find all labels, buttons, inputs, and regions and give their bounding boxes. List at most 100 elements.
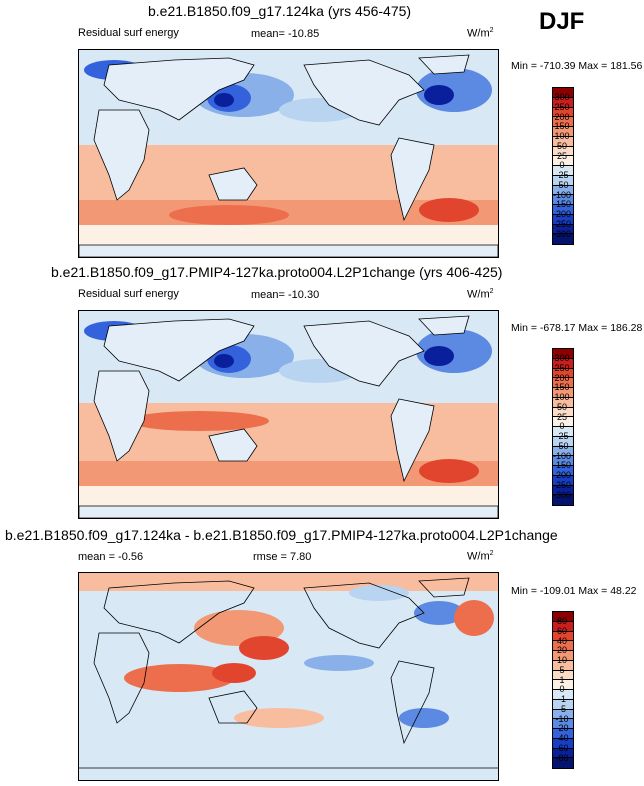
- north-america: [303, 59, 425, 126]
- south-america: [390, 137, 435, 222]
- australia: [208, 690, 258, 724]
- africa: [93, 370, 150, 462]
- panel-3-mean-label: mean = -0.56: [78, 551, 144, 563]
- panel-1-variable-label: Residual surf energy: [78, 27, 179, 39]
- panel-2-map-canvas: [79, 311, 498, 518]
- colorbar-label: -25: [555, 431, 569, 441]
- panel-3-min-max: Min = -109.01 Max = 48.22: [511, 585, 637, 597]
- colorbar-box: [553, 670, 573, 681]
- colorbar-label: -100: [552, 450, 571, 461]
- colorbar-label: 150: [554, 121, 570, 132]
- panel-1-min-max: Min = -710.39 Max = 181.56: [511, 60, 643, 72]
- colorbar-box: [553, 641, 573, 651]
- panel-3-map: [78, 572, 499, 781]
- colorbar-box: [553, 719, 573, 729]
- north-america-cool: [349, 585, 409, 601]
- colorbar-label: 1: [559, 674, 565, 685]
- colorbar-box: [553, 709, 573, 720]
- colorbar-label: 200: [554, 111, 570, 122]
- colorbar-label: -300: [552, 489, 571, 500]
- colorbar-box: [553, 136, 573, 147]
- antarctica: [79, 505, 498, 518]
- colorbar-box: [553, 97, 573, 108]
- indian-ocean-warm: [129, 411, 269, 431]
- colorbar-box: [553, 436, 573, 447]
- colorbar-box: [553, 495, 573, 505]
- colorbar-label: 300: [554, 92, 570, 102]
- colorbar-label: -60: [555, 742, 569, 753]
- africa: [93, 632, 150, 724]
- panel-2-variable-label: Residual surf energy: [78, 288, 179, 300]
- gulf-stream-core: [424, 346, 454, 366]
- colorbar-box: [553, 729, 573, 739]
- colorbar-box: [553, 214, 573, 225]
- north-atlantic-cool: [414, 601, 464, 625]
- colorbar-box: [553, 234, 573, 244]
- colorbar-box: [553, 612, 573, 622]
- colorbar-label: -80: [555, 752, 569, 763]
- south-atlantic-warm: [419, 198, 479, 222]
- panel-2-min-max: Min = -678.17 Max = 186.28: [511, 322, 643, 334]
- eurasia: [103, 318, 255, 382]
- colorbar-label: 60: [556, 625, 567, 636]
- greenland: [418, 577, 470, 598]
- colorbar-box: [553, 485, 573, 496]
- south-atlantic-cool: [399, 708, 449, 728]
- eurasia: [103, 57, 255, 121]
- panel-1-map-canvas: [79, 50, 498, 257]
- colorbar-label: -10: [555, 713, 569, 724]
- colorbar-label: -200: [552, 209, 571, 219]
- colorbar-label: -200: [552, 470, 571, 480]
- colorbar-label: 20: [556, 645, 567, 656]
- colorbar-label: 40: [556, 635, 567, 646]
- arctic-warm: [79, 573, 498, 591]
- colorbar-box: [553, 446, 573, 457]
- panel-1-units: W/m2: [467, 27, 494, 40]
- colorbar-box: [553, 748, 573, 759]
- panel-3-title: b.e21.B1850.f09_g17.124ka - b.e21.B1850.…: [5, 527, 558, 543]
- colorbar-box: [553, 156, 573, 166]
- panel-1-mean-label: mean= -10.85: [251, 28, 320, 40]
- colorbar-box: [553, 738, 573, 749]
- panel-3-rmse-label: rmse = 7.80: [253, 551, 312, 563]
- continents: [79, 54, 498, 257]
- colorbar-label: 100: [554, 392, 570, 402]
- colorbar-label: 25: [556, 411, 567, 422]
- colorbar-box: [553, 690, 573, 700]
- colorbar-box: [553, 660, 573, 671]
- colorbar-box: [553, 358, 573, 369]
- colorbar-box: [553, 407, 573, 418]
- colorbar-label: -250: [552, 218, 571, 229]
- colorbar-label: 300: [554, 353, 570, 363]
- colorbar-label: -50: [555, 179, 569, 190]
- colorbar-label: 250: [554, 101, 570, 112]
- north-america: [303, 320, 425, 387]
- australia: [208, 167, 258, 201]
- colorbar-label: -50: [555, 440, 569, 451]
- panel-1-colorbar: [552, 87, 574, 245]
- colorbar-box: [553, 185, 573, 196]
- colorbar-label: -100: [552, 189, 571, 200]
- panel-3-map-canvas: [79, 573, 498, 780]
- colorbar-label: 0: [559, 160, 565, 171]
- colorbar-label: 100: [554, 131, 570, 141]
- colorbar-label: -40: [555, 733, 569, 743]
- greenland: [418, 315, 470, 336]
- eurasia: [103, 580, 255, 644]
- colorbar-label: 5: [559, 664, 565, 675]
- colorbar-box: [553, 107, 573, 118]
- colorbar-box: [553, 466, 573, 476]
- colorbar-label: 0: [559, 684, 565, 695]
- indian-ocean-warm: [124, 664, 234, 692]
- colorbar-label: -150: [552, 199, 571, 210]
- gulf-stream-core: [424, 85, 454, 105]
- antarctica: [79, 244, 498, 257]
- colorbar-box: [553, 378, 573, 388]
- south-atlantic-warm: [419, 459, 479, 483]
- continents: [79, 315, 498, 518]
- central-pacific-warm: [239, 636, 289, 660]
- colorbar-box: [553, 699, 573, 710]
- colorbar-label: 0: [559, 421, 565, 432]
- panel-2-mean-label: mean= -10.30: [251, 289, 320, 301]
- colorbar-box: [553, 175, 573, 186]
